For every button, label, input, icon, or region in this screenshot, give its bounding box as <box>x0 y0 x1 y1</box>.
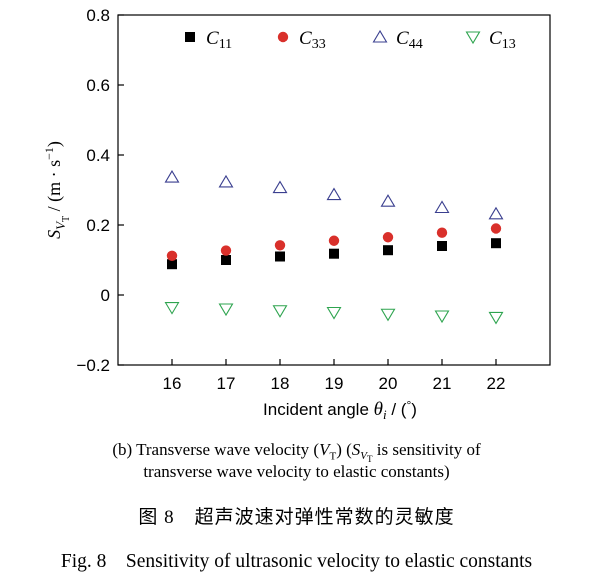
subcaption-line-1: (b) Transverse wave velocity (VT) (SVT i… <box>112 440 481 465</box>
legend-marker <box>185 32 195 42</box>
legend-entry: C13 <box>465 28 516 52</box>
x-tick-label: 22 <box>487 374 506 393</box>
data-point <box>218 174 234 188</box>
data-point <box>166 250 178 261</box>
data-point <box>274 240 286 251</box>
legend-entry: C44 <box>372 28 423 52</box>
data-point <box>326 306 342 320</box>
y-axis-label: SVT / (m · s−1) <box>42 141 72 239</box>
data-point <box>272 180 288 194</box>
x-tick-label: 16 <box>163 374 182 393</box>
plot-border <box>117 14 551 366</box>
data-point <box>164 169 180 183</box>
y-tick-label: 0.4 <box>86 146 110 165</box>
data-point <box>488 311 504 325</box>
data-point <box>382 232 394 243</box>
series-c13 <box>164 302 504 325</box>
figure-caption-chinese: 图 8 超声波速对弹性常数的灵敏度 <box>138 507 455 528</box>
legend-label: C11 <box>206 28 232 52</box>
legend-entry: C11 <box>185 28 232 52</box>
y-axis: −0.2 0 0.2 0.4 0.6 0.8 <box>76 6 124 375</box>
series-c44 <box>164 169 504 220</box>
legend-marker <box>277 31 289 43</box>
legend: C11 C33 C44 C13 <box>185 28 516 52</box>
data-point <box>275 251 285 262</box>
data-point <box>164 302 180 315</box>
x-axis-label: Incident angle θi / (°) <box>263 398 417 422</box>
data-point <box>167 259 177 270</box>
data-point <box>490 223 502 234</box>
legend-marker <box>372 29 388 43</box>
series-c11 <box>167 238 501 270</box>
series-c33 <box>166 223 502 261</box>
y-tick-label: 0.2 <box>86 216 110 235</box>
data-marks <box>164 169 504 325</box>
y-tick-label: 0.8 <box>86 6 110 25</box>
data-point <box>380 308 396 322</box>
data-point <box>491 238 501 249</box>
legend-label: C44 <box>396 28 423 52</box>
data-point <box>434 310 450 324</box>
x-tick-label: 21 <box>433 374 452 393</box>
data-point <box>328 235 340 246</box>
data-point <box>329 248 339 259</box>
y-tick-label: −0.2 <box>76 356 110 375</box>
legend-marker <box>465 31 481 45</box>
data-point <box>326 187 342 201</box>
scatter-chart: −0.200.20.40.60.8 16 17 18 19 20 21 22 C11 C33 C… <box>42 6 551 422</box>
figure-caption-english: Fig. 8 Sensitivity of ultrasonic velocit… <box>60 551 533 572</box>
legend-label: C13 <box>489 28 516 52</box>
y-tick-label: 0 <box>101 286 110 305</box>
data-point <box>380 194 396 207</box>
data-point <box>437 241 447 251</box>
subcaption-line-2: transverse wave velocity to elastic cons… <box>143 462 450 481</box>
x-tick-label: 20 <box>379 374 398 393</box>
x-tick-label: 17 <box>217 374 236 393</box>
data-point <box>272 305 288 318</box>
data-point <box>434 200 450 214</box>
x-tick-label: 18 <box>271 374 290 393</box>
x-tick-label: 19 <box>325 374 344 393</box>
data-point <box>218 303 234 317</box>
data-point <box>436 227 448 238</box>
data-point <box>220 245 232 256</box>
x-axis: 16 17 18 19 20 21 22 <box>163 359 506 393</box>
legend-entry: C33 <box>277 28 326 52</box>
y-tick-label: 0.6 <box>86 76 110 95</box>
plot-frame <box>117 14 551 366</box>
data-point <box>221 255 231 265</box>
legend-label: C33 <box>299 28 326 52</box>
data-point <box>488 206 504 220</box>
data-point <box>383 245 393 256</box>
